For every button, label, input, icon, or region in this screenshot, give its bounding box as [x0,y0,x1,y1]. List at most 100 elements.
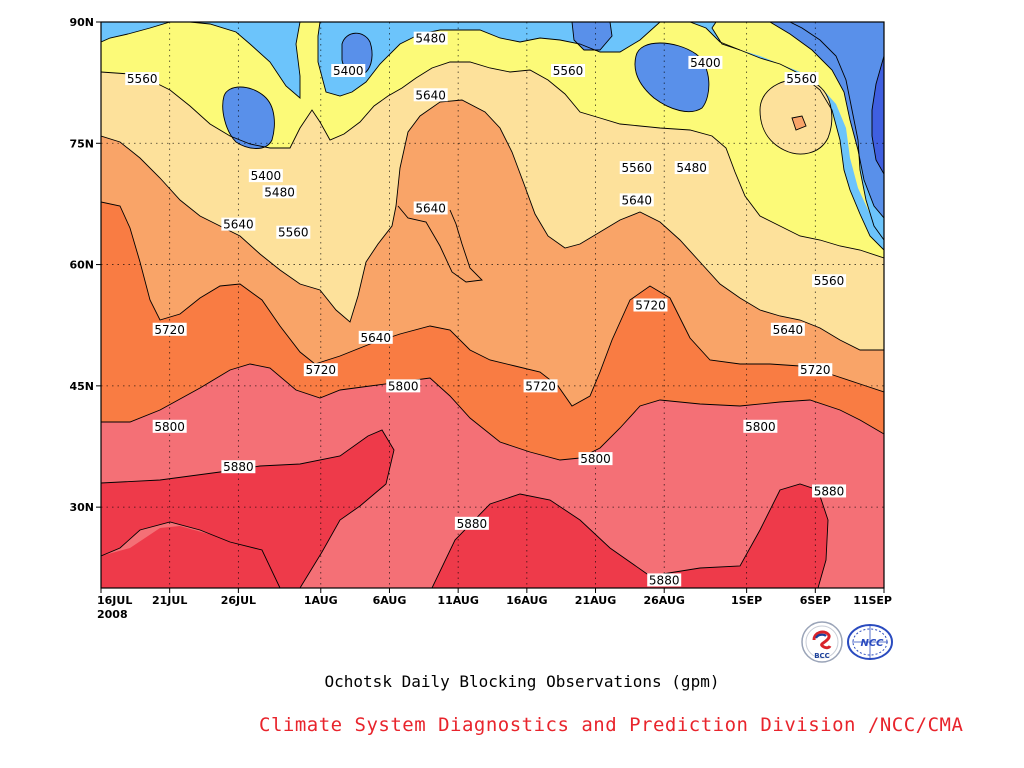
contour-label-box [331,64,366,78]
contour-label-box [454,516,489,530]
contour-label-5400: 5400 [333,64,364,78]
contour-label-box [743,419,778,433]
x-tick-label: 16AUG [506,594,547,607]
contour-label-5880: 5880 [649,573,680,587]
contour-label-5400: 5400 [251,169,282,183]
contour-label-box [523,379,558,393]
x-tick-label: 21AUG [575,594,616,607]
contour-label-5480: 5480 [415,32,446,46]
x-tick-label: 1SEP [731,594,762,607]
plot-frame [100,21,885,589]
x-tick-label: 21JUL [152,594,187,607]
blob-5400-top-mid [572,22,612,50]
contour-label-5640: 5640 [223,218,254,232]
y-axis-labels: 90N 75N 60N 45N 30N [69,16,94,514]
contour-label-5640: 5640 [415,201,446,215]
x-tick-label: 11AUG [437,594,478,607]
svg-text:NCC: NCC [860,638,884,649]
contour-label-box [413,31,448,45]
y-tick-label: 30N [69,501,94,514]
contour-label-box [276,225,311,239]
contour-label-box [633,298,668,312]
x-tick-label: 11SEP [853,594,892,607]
contour-label-5640: 5640 [621,193,652,207]
contour-label-box [578,452,613,466]
contour-label-box [248,169,283,183]
x-tick-label: 16JUL [97,594,132,607]
region-5400-topright [770,22,884,218]
x-axis-year-label: 2008 [97,608,128,621]
ncc-logo-icon: NCC [846,620,894,664]
contour-label-box [221,217,256,231]
contour-label-5560: 5560 [621,161,652,175]
contour-label-5640: 5640 [415,88,446,102]
contour-label-box [551,64,586,78]
contour-label-5640: 5640 [773,323,804,337]
contour-label-5560: 5560 [278,226,309,240]
y-tick-label: 75N [69,137,94,150]
contour-label-5800: 5800 [580,452,611,466]
contour-label-box [262,185,297,199]
contour-label-5800: 5800 [388,379,419,393]
contour-label-box [674,161,709,175]
contour-label-5880: 5880 [223,460,254,474]
contour-label-5880: 5880 [814,484,845,498]
contour-label-box [152,322,187,336]
region-5320-topright [872,56,884,174]
contour-label-5800: 5800 [745,420,776,434]
contour-label-box [812,274,847,288]
x-tick-label: 6SEP [800,594,831,607]
plot-area: 5480 5400 5400 5560 5560 5560 5640 5400 5480 5560… [101,22,884,588]
x-tick-label: 6AUG [373,594,407,607]
contour-label-box [619,193,654,207]
contour-label-box [386,379,421,393]
contour-label-5720: 5720 [525,379,556,393]
axis-ticks [96,21,885,593]
contour-label-box [812,484,847,498]
x-axis-labels: 16JUL 21JUL 26JUL 1AUG 6AUG 11AUG 16AUG 21AUG 26… [97,594,892,607]
contour-label-box [413,88,448,102]
contour-label-5880: 5880 [457,517,488,531]
contour-label-box [125,72,160,86]
y-tick-label: 45N [69,380,94,393]
contour-label-5720: 5720 [800,363,831,377]
contour-label-box [784,72,819,86]
credit-line: Climate System Diagnostics and Predictio… [259,714,964,736]
contour-label-5720: 5720 [306,363,337,377]
contour-label-5400: 5400 [690,56,721,70]
x-tick-label: 1AUG [304,594,338,607]
contour-label-box [619,161,654,175]
dot-5640-6sep [792,116,806,130]
contour-label-5560: 5560 [553,64,584,78]
contour-label-box [303,363,338,377]
contour-label-box [358,330,393,344]
contour-label-box [688,55,723,69]
y-tick-label: 60N [69,259,94,272]
contour-label-5720: 5720 [635,299,666,313]
contour-label-5560: 5560 [814,274,845,288]
svg-text:BCC: BCC [814,652,830,660]
blob-5400-26jul [222,87,275,149]
contour-labels: 5480 5400 5400 5560 5560 5560 5640 5400 5480 5560… [125,31,847,587]
contour-label-5800: 5800 [154,420,185,434]
contour-label-box [647,573,682,587]
x-tick-label: 26AUG [643,594,684,607]
blob-red-left [101,430,394,588]
contour-label-5560: 5560 [127,72,158,86]
y-tick-label: 90N [69,16,94,29]
grid-lines [101,22,884,588]
contour-lines [101,22,884,588]
chart-subtitle: Ochotsk Daily Blocking Observations (gpm… [324,672,720,691]
contour-label-box [152,419,187,433]
contour-label-box [221,460,256,474]
contour-label-box [770,322,805,336]
contour-label-5560: 5560 [786,72,817,86]
contour-label-5640: 5640 [360,331,391,345]
contour-label-5480: 5480 [676,161,707,175]
contour-label-box [413,201,448,215]
contour-label-box [798,363,833,377]
band-5480 [101,22,884,250]
contour-label-5480: 5480 [264,185,295,199]
bcc-logo-icon: BCC [800,620,844,664]
